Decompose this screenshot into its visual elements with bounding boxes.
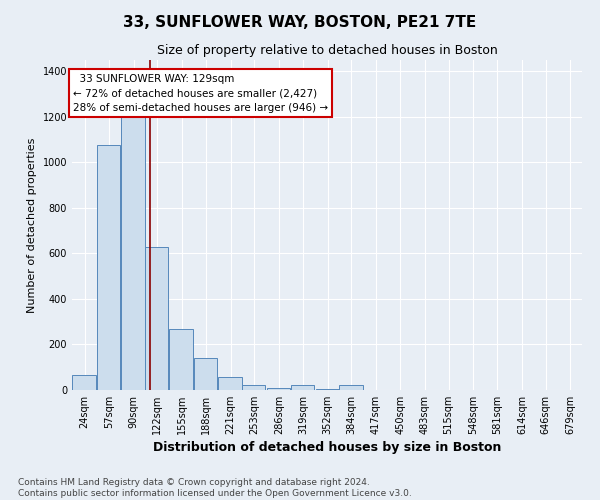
Text: 33, SUNFLOWER WAY, BOSTON, PE21 7TE: 33, SUNFLOWER WAY, BOSTON, PE21 7TE — [124, 15, 476, 30]
Bar — [316, 389, 339, 390]
Text: 33 SUNFLOWER WAY: 129sqm
← 72% of detached houses are smaller (2,427)
28% of sem: 33 SUNFLOWER WAY: 129sqm ← 72% of detach… — [73, 74, 328, 114]
Bar — [194, 358, 217, 390]
Title: Size of property relative to detached houses in Boston: Size of property relative to detached ho… — [157, 44, 497, 58]
Bar — [242, 386, 265, 390]
Bar — [145, 246, 169, 390]
Bar — [73, 375, 96, 390]
Text: Contains HM Land Registry data © Crown copyright and database right 2024.
Contai: Contains HM Land Registry data © Crown c… — [18, 478, 412, 498]
Bar — [291, 386, 314, 390]
Bar — [266, 388, 290, 390]
Bar — [97, 146, 120, 390]
Bar — [218, 378, 242, 390]
Bar — [169, 328, 193, 390]
X-axis label: Distribution of detached houses by size in Boston: Distribution of detached houses by size … — [153, 441, 501, 454]
Bar — [121, 94, 145, 390]
Bar — [339, 386, 362, 390]
Y-axis label: Number of detached properties: Number of detached properties — [27, 138, 37, 312]
